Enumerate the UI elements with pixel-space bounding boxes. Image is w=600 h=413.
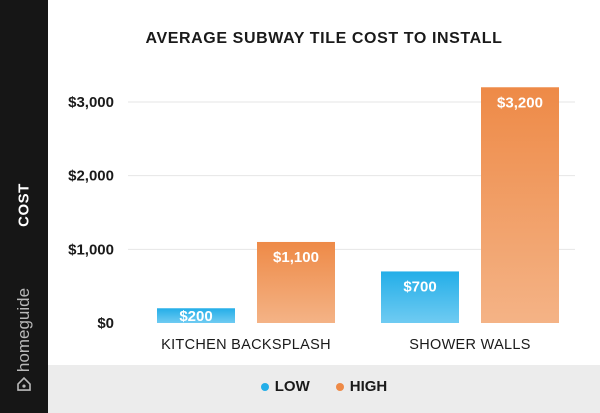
legend-item-high: HIGH [335, 378, 388, 395]
bar-high-2 [481, 87, 559, 324]
y-ticks: $0 $1,000 $2,000 $3,000 [68, 94, 114, 332]
data-labels: $200 $1,100 $700 $3,200 [179, 94, 543, 325]
y-tick-label: $0 [97, 315, 114, 332]
bar-high-1 [257, 241, 335, 323]
legend: LOW HIGH [48, 378, 600, 395]
legend-label-high: HIGH [349, 378, 388, 395]
legend-band [48, 365, 600, 413]
house-icon [17, 376, 31, 391]
left-band [0, 0, 48, 413]
chart-title: AVERAGE SUBWAY TILE COST TO INSTALL [145, 30, 503, 47]
legend-label-low: LOW [274, 378, 310, 395]
bar-low-1 [157, 308, 235, 323]
y-tick-label: $3,000 [68, 94, 114, 111]
data-label: $1,100 [273, 249, 319, 266]
y-tick-label: $1,000 [68, 241, 114, 258]
x-ticks: KITCHEN BACKSPLASH SHOWER WALLS [161, 337, 531, 353]
brand-logo: homeguide [14, 288, 34, 392]
legend-item-low: LOW [260, 378, 310, 395]
bars [157, 87, 559, 324]
data-label: $200 [179, 308, 212, 325]
data-label: $700 [403, 278, 436, 295]
legend-swatch-high [335, 382, 344, 391]
x-tick-label: KITCHEN BACKSPLASH [161, 337, 331, 353]
legend-swatch-low [260, 382, 269, 391]
x-tick-label: SHOWER WALLS [409, 337, 531, 353]
y-tick-label: $2,000 [68, 168, 114, 185]
bar-low-2 [381, 271, 459, 323]
data-label: $3,200 [497, 94, 543, 111]
